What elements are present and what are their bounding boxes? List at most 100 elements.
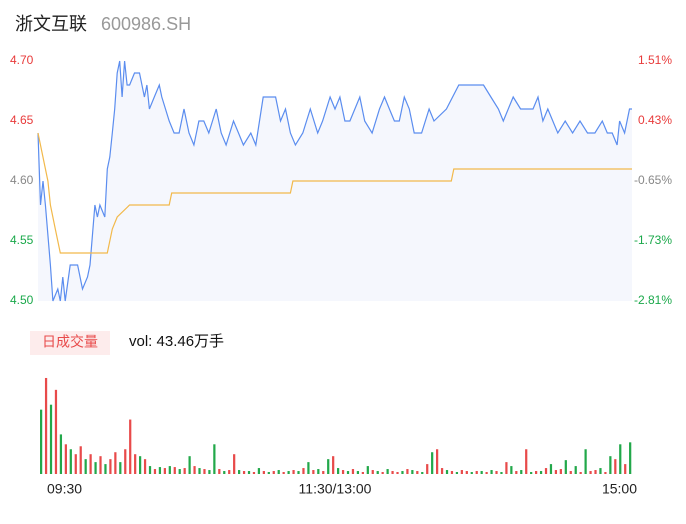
volume-bar bbox=[208, 470, 211, 474]
volume-label-bg bbox=[30, 331, 110, 355]
volume-bar bbox=[465, 471, 468, 474]
volume-bar bbox=[356, 471, 360, 474]
volume-bar bbox=[609, 456, 612, 474]
volume-bar bbox=[515, 471, 518, 474]
volume-bar bbox=[247, 471, 251, 474]
volume-bar bbox=[198, 468, 201, 474]
volume-bar bbox=[401, 471, 404, 474]
volume-bar bbox=[455, 472, 459, 474]
volume-bar bbox=[337, 468, 340, 474]
volume-bar bbox=[49, 404, 53, 474]
volume-bar bbox=[351, 469, 355, 474]
volume-bar bbox=[307, 462, 310, 474]
volume-bar bbox=[228, 470, 231, 474]
volume-bar bbox=[257, 468, 261, 474]
volume-bar bbox=[327, 459, 330, 474]
volume-bar bbox=[173, 467, 176, 474]
y-tick-label: 4.65 bbox=[10, 113, 34, 127]
volume-bar bbox=[510, 466, 513, 474]
volume-bar bbox=[252, 472, 256, 474]
volume-bar bbox=[322, 471, 325, 474]
volume-bar bbox=[535, 471, 538, 474]
volume-bar bbox=[525, 449, 528, 474]
volume-title: 日成交量 bbox=[42, 334, 98, 350]
volume-bar bbox=[218, 469, 221, 474]
volume-bar bbox=[604, 472, 607, 474]
y2-tick-label: -0.65% bbox=[634, 173, 672, 187]
volume-bar bbox=[376, 471, 379, 474]
volume-bar bbox=[148, 466, 152, 474]
volume-bar bbox=[139, 456, 142, 474]
volume-bar bbox=[233, 454, 236, 474]
volume-bar bbox=[59, 434, 63, 474]
volume-bar bbox=[421, 472, 424, 474]
volume-bar bbox=[460, 470, 463, 474]
volume-bar bbox=[589, 471, 592, 474]
volume-bar bbox=[569, 471, 572, 474]
volume-bar bbox=[416, 471, 419, 474]
volume-bar bbox=[544, 468, 548, 474]
volume-bar bbox=[129, 419, 132, 474]
volume-bar bbox=[64, 444, 67, 474]
volume-bar bbox=[564, 460, 567, 474]
volume-bar bbox=[277, 470, 280, 474]
volume-bar bbox=[440, 468, 444, 474]
volume-bar bbox=[40, 409, 43, 474]
volume-bar bbox=[406, 469, 409, 474]
volume-bar bbox=[124, 449, 127, 474]
volume-bar bbox=[109, 459, 112, 474]
volume-bar bbox=[391, 471, 394, 474]
volume-bar bbox=[599, 468, 602, 474]
volume-bar bbox=[183, 468, 186, 474]
volume-bar bbox=[104, 464, 107, 474]
volume-bar bbox=[332, 456, 335, 474]
volume-bar bbox=[554, 470, 558, 474]
volume-bar bbox=[312, 470, 315, 474]
volume-bar bbox=[426, 464, 429, 474]
volume-bar bbox=[500, 472, 503, 474]
volume-bar bbox=[346, 471, 350, 474]
volume-bar bbox=[366, 466, 369, 474]
series-line bbox=[37, 132, 632, 254]
volume-bar bbox=[539, 471, 543, 474]
volume-bar bbox=[223, 471, 226, 474]
y-tick-label: 4.60 bbox=[10, 173, 34, 187]
y2-tick-label: -2.81% bbox=[634, 293, 672, 307]
volume-bar bbox=[89, 454, 92, 474]
volume-bar bbox=[584, 449, 587, 474]
volume-bar bbox=[287, 471, 290, 474]
volume-bar bbox=[505, 462, 508, 474]
series-line bbox=[37, 60, 632, 302]
volume-bar bbox=[44, 377, 48, 474]
volume-bar bbox=[119, 462, 122, 474]
volume-bar bbox=[94, 462, 97, 474]
volume-bar bbox=[381, 472, 384, 474]
volume-bar bbox=[242, 471, 246, 474]
x-tick-label: 11:30/13:00 bbox=[299, 481, 372, 497]
volume-bar bbox=[520, 470, 523, 474]
x-tick-label: 15:00 bbox=[602, 481, 637, 497]
volume-bar bbox=[485, 472, 488, 474]
volume-bar bbox=[594, 470, 597, 474]
volume-bar bbox=[559, 469, 562, 474]
volume-bar bbox=[213, 444, 216, 474]
volume-bar bbox=[143, 459, 147, 474]
volume-bar bbox=[361, 472, 364, 474]
volume-bar bbox=[396, 472, 399, 474]
volume-bar bbox=[163, 468, 166, 474]
x-tick-label: 09:30 bbox=[47, 481, 82, 497]
volume-bar bbox=[79, 446, 82, 474]
y2-tick-label: 0.43% bbox=[638, 113, 672, 127]
volume-bar bbox=[614, 459, 617, 474]
volume-bar bbox=[69, 449, 72, 474]
volume-bar bbox=[74, 454, 77, 474]
volume-bar bbox=[480, 471, 483, 474]
volume-bar bbox=[619, 444, 622, 474]
stock-code: 600986.SH bbox=[101, 14, 191, 34]
volume-bar bbox=[629, 442, 632, 474]
volume-bar bbox=[386, 469, 389, 474]
volume-summary: vol: 43.46万手 bbox=[129, 333, 224, 350]
volume-bar bbox=[203, 469, 206, 474]
volume-bar bbox=[282, 472, 285, 474]
